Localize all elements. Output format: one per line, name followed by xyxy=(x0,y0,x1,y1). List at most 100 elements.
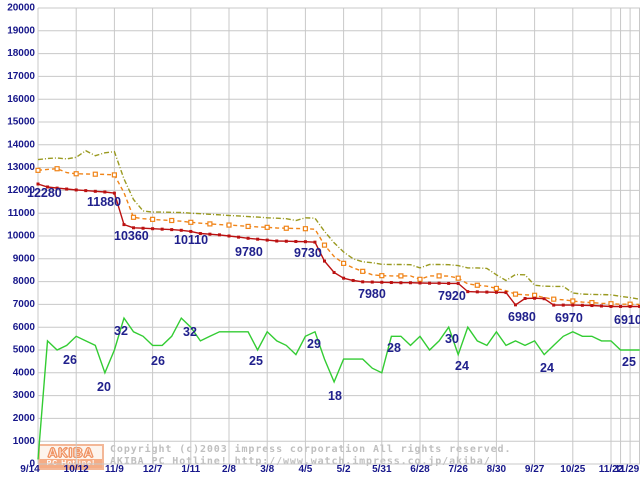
y-tick-label: 17000 xyxy=(7,71,35,82)
marker-lowest-price xyxy=(342,276,346,280)
y-tick-label: 9000 xyxy=(13,253,36,264)
y-tick-label: 0 xyxy=(29,459,35,470)
y-tick-label: 7000 xyxy=(13,299,36,310)
marker-lowest-price xyxy=(475,290,479,294)
marker-lowest-price xyxy=(294,239,298,243)
y-tick-label: 19000 xyxy=(7,25,35,36)
copyright-line-2: AKIBA PC Hotline! http://www.watch.impre… xyxy=(110,456,491,467)
x-tick-label: 12/7 xyxy=(143,464,163,475)
marker-lowest-price xyxy=(523,296,527,300)
series-line-shop-count xyxy=(37,316,640,460)
marker-average-price xyxy=(474,282,480,288)
marker-average-price xyxy=(436,273,442,279)
marker-average-price xyxy=(264,224,270,230)
marker-lowest-price xyxy=(514,303,517,307)
marker-average-price xyxy=(589,299,595,306)
marker-average-price xyxy=(226,222,232,228)
marker-lowest-price xyxy=(93,189,97,193)
marker-average-price xyxy=(207,221,213,227)
marker-lowest-price xyxy=(36,182,40,186)
marker-lowest-price xyxy=(237,235,241,239)
price-label: 6980 xyxy=(508,310,536,324)
marker-lowest-price xyxy=(332,270,336,274)
series-line-highest-price xyxy=(37,149,640,300)
x-tick-label: 11/22 xyxy=(599,464,624,475)
series-line-average-price xyxy=(37,167,640,306)
marker-lowest-price xyxy=(132,226,135,230)
shop-count-label: 24 xyxy=(540,361,554,375)
marker-lowest-price xyxy=(466,290,470,294)
price-label: 11880 xyxy=(87,195,121,209)
x-tick-label: 7/26 xyxy=(448,464,468,475)
y-tick-label: 13000 xyxy=(7,162,35,173)
y-tick-label: 16000 xyxy=(7,94,35,105)
marker-average-price xyxy=(570,298,576,304)
series-line-lowest-price xyxy=(37,183,640,308)
marker-average-price xyxy=(245,223,251,230)
marker-average-price xyxy=(188,219,194,225)
marker-lowest-price xyxy=(494,290,498,294)
y-tick-label: 15000 xyxy=(7,117,35,128)
shop-count-label: 25 xyxy=(622,355,636,369)
marker-lowest-price xyxy=(141,226,145,230)
price-label: 7980 xyxy=(358,287,386,301)
y-tick-label: 6000 xyxy=(13,322,36,333)
marker-lowest-price xyxy=(485,290,489,294)
marker-lowest-price xyxy=(628,304,632,308)
marker-average-price xyxy=(531,292,538,298)
marker-lowest-price xyxy=(619,304,623,308)
y-tick-label: 10000 xyxy=(7,231,35,242)
marker-lowest-price xyxy=(580,303,584,307)
y-tick-label: 5000 xyxy=(13,345,36,356)
price-label: 9780 xyxy=(235,245,263,259)
price-label: 12280 xyxy=(27,186,62,200)
marker-lowest-price xyxy=(389,281,393,285)
marker-lowest-price xyxy=(351,278,355,282)
marker-average-price xyxy=(512,291,519,297)
x-tick-label: 9/14 xyxy=(20,464,40,475)
y-tick-label: 4000 xyxy=(13,367,36,378)
y-tick-label: 20000 xyxy=(7,3,35,14)
shop-count-label: 32 xyxy=(114,324,128,338)
marker-lowest-price xyxy=(552,303,556,307)
shop-count-label: 30 xyxy=(445,332,459,346)
marker-lowest-price xyxy=(112,191,116,195)
marker-lowest-price xyxy=(46,185,50,189)
marker-lowest-price xyxy=(418,281,422,285)
marker-lowest-price xyxy=(609,304,613,308)
marker-lowest-price xyxy=(151,227,155,231)
marker-lowest-price xyxy=(284,239,288,243)
shop-count-label: 32 xyxy=(183,325,197,339)
marker-lowest-price xyxy=(504,291,508,295)
y-tick-label: 1000 xyxy=(13,436,36,447)
y-tick-label: 2000 xyxy=(13,413,36,424)
marker-lowest-price xyxy=(447,281,451,285)
marker-average-price xyxy=(493,285,499,292)
marker-average-price xyxy=(379,273,385,279)
marker-lowest-price xyxy=(265,238,269,242)
x-tick-label-overlap: 11/29 xyxy=(615,464,640,475)
shop-count-label: 26 xyxy=(63,353,77,367)
marker-lowest-price xyxy=(275,239,279,243)
marker-average-price xyxy=(169,217,175,224)
marker-lowest-price xyxy=(227,234,231,238)
marker-average-price xyxy=(417,276,423,282)
marker-lowest-price xyxy=(323,259,326,263)
marker-lowest-price xyxy=(217,233,221,237)
marker-average-price xyxy=(551,296,557,302)
x-tick-label: 9/27 xyxy=(525,464,545,475)
x-tick-label: 5/2 xyxy=(337,464,351,475)
marker-lowest-price xyxy=(55,186,59,190)
marker-lowest-price xyxy=(380,280,384,284)
price-label: 7920 xyxy=(438,289,466,303)
marker-lowest-price xyxy=(313,240,317,244)
shop-count-label: 18 xyxy=(328,389,342,403)
marker-lowest-price xyxy=(246,236,250,240)
y-tick-label: 11000 xyxy=(8,208,36,219)
price-label: 9730 xyxy=(294,246,322,260)
marker-average-price xyxy=(150,216,156,222)
marker-average-price xyxy=(73,171,79,177)
shop-count-label: 29 xyxy=(307,337,321,351)
marker-average-price xyxy=(398,273,404,279)
